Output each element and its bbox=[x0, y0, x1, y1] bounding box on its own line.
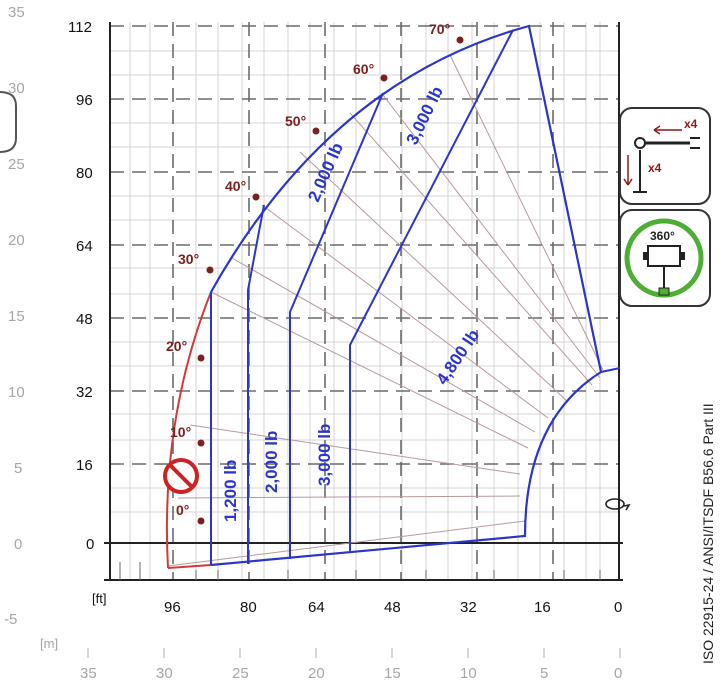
ft-tick-64: 64 bbox=[76, 238, 93, 255]
bft-tick-80: 80 bbox=[240, 599, 257, 616]
bm-tick-10: 10 bbox=[460, 665, 477, 682]
rotation-badge-label: 360° bbox=[650, 229, 675, 243]
ft-unit-label: [ft] bbox=[92, 591, 106, 606]
ft-tick-80: 80 bbox=[76, 165, 93, 182]
outrigger-count-h: x4 bbox=[684, 117, 698, 131]
angle-label-0: 0° bbox=[176, 502, 189, 518]
bottom-m-ruler bbox=[87, 648, 621, 658]
angle-label-60: 60° bbox=[353, 61, 374, 77]
bm-tick-5: 5 bbox=[540, 665, 548, 682]
bottom-axis-m: 35 30 25 20 15 10 5 0 bbox=[80, 665, 622, 682]
angle-label-20: 20° bbox=[166, 338, 187, 354]
angle-label-10: 10° bbox=[170, 424, 191, 440]
ft-tick-32: 32 bbox=[76, 384, 93, 401]
ft-tick-16: 16 bbox=[76, 457, 93, 474]
ft-tick-96: 96 bbox=[76, 92, 93, 109]
no-load-base bbox=[167, 564, 212, 569]
m-tick-5: 5 bbox=[14, 460, 22, 477]
m-tick-35: 35 bbox=[8, 4, 25, 21]
360-rotation-icon: 360° bbox=[619, 209, 711, 307]
ft-tick-112: 112 bbox=[68, 19, 92, 36]
working-envelope bbox=[210, 24, 603, 567]
bm-tick-15: 15 bbox=[384, 665, 401, 682]
outrigger-icon: x4 x4 bbox=[619, 107, 711, 205]
bft-tick-0: 0 bbox=[614, 599, 622, 616]
bm-tick-35: 35 bbox=[80, 665, 97, 682]
bft-tick-48: 48 bbox=[384, 599, 401, 616]
zone-boundaries bbox=[210, 29, 514, 565]
m-tick-0: 0 bbox=[14, 536, 22, 553]
load-zone-2000-low: 2,000 lb bbox=[262, 431, 281, 493]
ground-axis bbox=[104, 22, 623, 581]
bft-tick-64: 64 bbox=[308, 599, 325, 616]
side-panel-edge bbox=[0, 91, 17, 153]
bottom-ruler bbox=[119, 562, 601, 580]
left-axis-m: 35 30 25 20 15 10 5 0 -5 bbox=[4, 4, 25, 628]
fine-grid bbox=[110, 22, 618, 580]
m-tick-15: 15 bbox=[8, 308, 25, 325]
bft-tick-32: 32 bbox=[460, 599, 477, 616]
radial-lines bbox=[167, 54, 604, 567]
m-tick-10: 10 bbox=[8, 384, 25, 401]
left-axis-ft: 112 96 80 64 48 32 16 0 bbox=[68, 19, 94, 553]
envelope-top-right bbox=[600, 367, 621, 373]
m-tick-neg5: -5 bbox=[4, 611, 17, 628]
angle-dots bbox=[197, 36, 464, 525]
bft-tick-96: 96 bbox=[164, 599, 181, 616]
bm-tick-30: 30 bbox=[156, 665, 173, 682]
m-tick-30: 30 bbox=[8, 80, 25, 97]
bft-tick-16: 16 bbox=[534, 599, 551, 616]
bottom-axis-ft: 96 80 64 48 32 16 0 bbox=[164, 599, 622, 616]
m-tick-25: 25 bbox=[8, 156, 25, 173]
angle-label-30: 30° bbox=[178, 251, 199, 267]
load-zone-1200: 1,200 lb bbox=[221, 460, 240, 522]
standard-label: ISO 22915-24 / ANSI/ITSDF B56.6 Part III bbox=[700, 403, 716, 664]
rotation-arrow-icon bbox=[605, 488, 631, 518]
outrigger-count-v: x4 bbox=[648, 161, 662, 175]
bm-tick-0: 0 bbox=[614, 665, 622, 682]
m-tick-20: 20 bbox=[8, 232, 25, 249]
m-unit-label: [m] bbox=[40, 636, 58, 651]
prohibited-icon bbox=[163, 458, 199, 494]
no-load-boundary bbox=[165, 291, 212, 569]
ft-tick-48: 48 bbox=[76, 311, 93, 328]
angle-label-40: 40° bbox=[225, 178, 246, 194]
bm-tick-20: 20 bbox=[308, 665, 325, 682]
angle-label-50: 50° bbox=[285, 113, 306, 129]
load-zone-3000-low: 3,000 lb bbox=[315, 424, 334, 486]
angle-label-70: 70° bbox=[429, 21, 450, 37]
ft-tick-0: 0 bbox=[86, 536, 94, 553]
bm-tick-25: 25 bbox=[232, 665, 249, 682]
